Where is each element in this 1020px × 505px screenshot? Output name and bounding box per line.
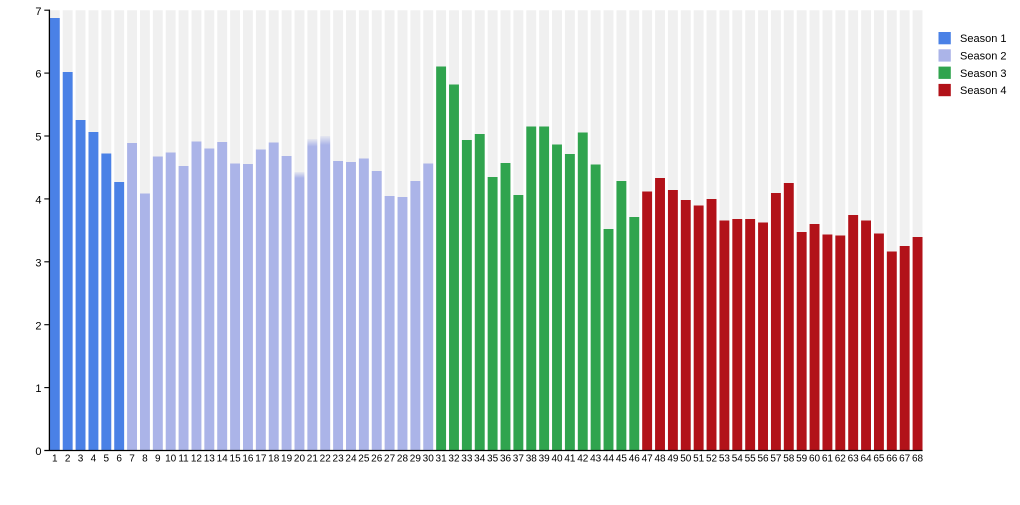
svg-text:62: 62	[835, 454, 847, 465]
svg-text:0: 0	[35, 446, 41, 458]
svg-text:1: 1	[35, 383, 41, 395]
svg-text:66: 66	[886, 454, 898, 465]
svg-text:38: 38	[526, 454, 538, 465]
svg-text:26: 26	[371, 454, 383, 465]
svg-text:4: 4	[35, 195, 41, 207]
svg-text:61: 61	[822, 454, 834, 465]
svg-text:42: 42	[577, 454, 589, 465]
svg-text:2: 2	[35, 320, 41, 332]
svg-text:64: 64	[860, 454, 872, 465]
svg-text:5: 5	[104, 454, 110, 465]
svg-text:30: 30	[423, 454, 435, 465]
svg-text:56: 56	[757, 454, 769, 465]
svg-text:47: 47	[642, 454, 654, 465]
svg-text:10: 10	[165, 454, 177, 465]
svg-text:19: 19	[281, 454, 293, 465]
svg-text:51: 51	[693, 454, 705, 465]
svg-text:22: 22	[320, 454, 332, 465]
svg-text:43: 43	[590, 454, 602, 465]
svg-text:45: 45	[616, 454, 628, 465]
svg-text:33: 33	[461, 454, 473, 465]
svg-text:11: 11	[178, 454, 189, 465]
svg-text:40: 40	[551, 454, 563, 465]
svg-text:59: 59	[796, 454, 808, 465]
svg-text:55: 55	[745, 454, 757, 465]
svg-text:18: 18	[268, 454, 280, 465]
svg-text:6: 6	[116, 454, 122, 465]
svg-text:3: 3	[78, 454, 84, 465]
svg-text:13: 13	[204, 454, 216, 465]
svg-text:17: 17	[255, 454, 267, 465]
svg-text:37: 37	[513, 454, 525, 465]
svg-text:41: 41	[564, 454, 576, 465]
svg-text:9: 9	[155, 454, 161, 465]
svg-text:31: 31	[436, 454, 448, 465]
svg-text:68: 68	[912, 454, 924, 465]
svg-text:32: 32	[448, 454, 460, 465]
svg-text:Season 2: Season 2	[960, 51, 1006, 63]
svg-text:Season 3: Season 3	[960, 68, 1006, 80]
svg-text:57: 57	[770, 454, 782, 465]
svg-text:2: 2	[65, 454, 71, 465]
svg-text:28: 28	[397, 454, 409, 465]
svg-text:48: 48	[654, 454, 666, 465]
svg-text:53: 53	[719, 454, 731, 465]
svg-text:7: 7	[35, 6, 41, 18]
svg-text:Season 1: Season 1	[960, 33, 1006, 45]
svg-text:34: 34	[474, 454, 486, 465]
svg-text:24: 24	[345, 454, 357, 465]
svg-text:25: 25	[358, 454, 370, 465]
svg-text:60: 60	[809, 454, 821, 465]
svg-text:23: 23	[333, 454, 345, 465]
svg-text:5: 5	[35, 132, 41, 144]
svg-text:14: 14	[217, 454, 229, 465]
svg-text:29: 29	[410, 454, 422, 465]
svg-text:16: 16	[242, 454, 254, 465]
svg-text:7: 7	[129, 454, 135, 465]
svg-text:39: 39	[539, 454, 551, 465]
svg-text:49: 49	[667, 454, 679, 465]
svg-text:21: 21	[307, 454, 319, 465]
svg-text:65: 65	[873, 454, 885, 465]
svg-text:3: 3	[35, 257, 41, 269]
svg-text:20: 20	[294, 454, 306, 465]
svg-text:44: 44	[603, 454, 615, 465]
svg-text:54: 54	[732, 454, 744, 465]
svg-text:36: 36	[500, 454, 512, 465]
svg-text:63: 63	[848, 454, 860, 465]
svg-text:15: 15	[230, 454, 242, 465]
svg-text:67: 67	[899, 454, 911, 465]
svg-text:35: 35	[487, 454, 499, 465]
svg-text:6: 6	[35, 69, 41, 81]
svg-text:12: 12	[191, 454, 203, 465]
svg-text:27: 27	[384, 454, 396, 465]
svg-text:1: 1	[52, 454, 58, 465]
svg-text:50: 50	[680, 454, 692, 465]
svg-text:52: 52	[706, 454, 718, 465]
svg-text:Season 4: Season 4	[960, 85, 1006, 97]
svg-text:8: 8	[142, 454, 148, 465]
svg-text:4: 4	[91, 454, 97, 465]
svg-text:58: 58	[783, 454, 795, 465]
svg-text:46: 46	[629, 454, 641, 465]
